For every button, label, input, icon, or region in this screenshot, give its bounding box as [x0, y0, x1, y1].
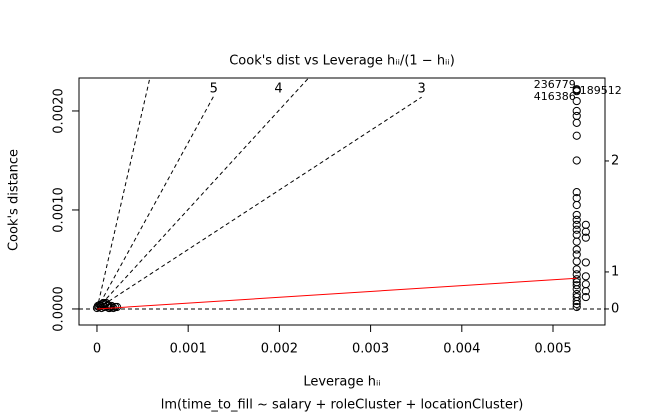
point	[572, 250, 581, 259]
point	[572, 302, 581, 312]
point	[572, 118, 581, 127]
y-axis-label: Cook's distance	[7, 149, 22, 251]
point	[581, 220, 590, 229]
point	[581, 280, 590, 289]
point	[572, 296, 581, 306]
point	[572, 111, 581, 121]
point	[572, 245, 581, 254]
chart-title: Cook's dist vs Leverage hᵢᵢ/(1 − hᵢᵢ)	[229, 54, 455, 69]
point-label: 416386	[534, 90, 576, 103]
point	[572, 106, 581, 116]
contour-line	[96, 96, 422, 310]
right-label: 0	[611, 301, 619, 316]
point	[93, 301, 102, 311]
x-tick-label: 0.003	[352, 342, 389, 357]
point	[572, 156, 581, 165]
point	[572, 200, 581, 210]
contour-line	[96, 95, 215, 310]
point	[581, 272, 590, 281]
point	[581, 258, 590, 267]
y-tick-label: 0.0020	[52, 88, 67, 134]
point	[572, 96, 581, 106]
point	[572, 131, 581, 140]
subtitle: lm(time_to_fill ~ salary + roleCluster +…	[161, 398, 524, 413]
point	[581, 287, 590, 296]
point	[572, 281, 581, 290]
point	[572, 225, 581, 234]
point	[572, 87, 581, 96]
point	[572, 257, 581, 266]
point	[572, 270, 581, 279]
point	[572, 275, 581, 284]
point-label: 189512	[580, 84, 622, 97]
point	[581, 233, 590, 242]
y-tick-label: 0.0010	[52, 187, 67, 233]
y-tick-label: 0.0000	[52, 286, 67, 332]
x-axis-label: Leverage hᵢᵢ	[303, 375, 380, 390]
contour-label: 5	[210, 82, 218, 97]
point	[572, 220, 581, 229]
contour-label: 3	[418, 82, 426, 97]
point	[572, 188, 581, 197]
point	[572, 299, 581, 309]
x-tick-label: 0.001	[170, 342, 207, 357]
smooth-line	[96, 277, 577, 310]
contour-label: 4	[274, 82, 282, 97]
x-tick-label: 0	[93, 342, 101, 357]
point	[581, 227, 590, 236]
point	[581, 292, 590, 302]
point	[572, 265, 581, 274]
point	[572, 230, 581, 239]
point-label: 236779	[534, 78, 576, 91]
x-tick-label: 0.004	[443, 342, 480, 357]
x-tick-label: 0.005	[534, 342, 571, 357]
point	[572, 215, 581, 224]
right-label: 1	[611, 264, 619, 279]
x-tick-label: 0.002	[261, 342, 298, 357]
contour-line	[96, 78, 309, 310]
point	[572, 285, 581, 294]
contour-line	[96, 78, 151, 310]
point	[572, 237, 581, 246]
right-label: 2	[611, 153, 619, 168]
point	[572, 210, 581, 220]
plot-frame	[78, 77, 606, 326]
